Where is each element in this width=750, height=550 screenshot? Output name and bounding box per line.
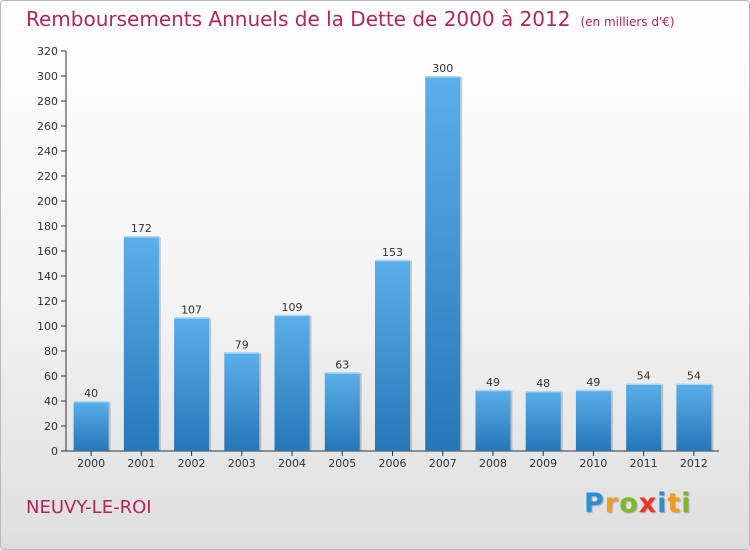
bar-highlight: [475, 389, 511, 392]
x-tick-label: 2004: [278, 457, 306, 470]
data-label: 54: [687, 370, 701, 383]
logo-letter: o: [619, 488, 639, 519]
data-label: 153: [382, 246, 403, 259]
bar: [224, 352, 260, 451]
bar: [324, 372, 360, 451]
proxiti-logo: Proxiti: [584, 488, 692, 519]
axes: 0 20 40 60 80 100 120 140 160 180 200 220 240 260 280 3…: [37, 45, 719, 458]
commune-name: NEUVY-LE-ROI: [26, 497, 152, 518]
bar-highlight: [73, 401, 109, 403]
bar: [73, 401, 109, 451]
bars: [73, 76, 714, 451]
x-tick-label: 2006: [379, 457, 407, 470]
data-label: 49: [586, 376, 600, 389]
data-label: 107: [181, 303, 202, 316]
y-tick-label: 180: [37, 220, 58, 233]
x-tick-label: 2012: [680, 457, 708, 470]
bar: [425, 76, 461, 451]
bar: [626, 383, 662, 451]
chart-title: Remboursements Annuels de la Dette de 20…: [26, 7, 571, 31]
bar-highlight: [626, 383, 662, 385]
bar-highlight: [425, 76, 461, 78]
x-tick-label: 2000: [77, 457, 105, 470]
x-tick-label: 2011: [630, 457, 658, 470]
logo-letter: t: [667, 488, 682, 519]
x-tick-label: 2007: [429, 457, 457, 470]
x-tick-label: 2003: [228, 457, 256, 470]
bar: [525, 391, 561, 451]
x-tick-label: 2005: [328, 457, 356, 470]
data-label: 49: [486, 376, 500, 389]
bar-highlight: [123, 236, 159, 238]
bar: [174, 317, 210, 451]
y-tick-label: 140: [37, 270, 58, 283]
y-tick-label: 320: [37, 45, 58, 58]
x-tick-label: 2001: [127, 457, 155, 470]
logo-letter: P: [584, 488, 605, 519]
x-tick-label: 2008: [479, 457, 507, 470]
y-tick-label: 200: [37, 195, 58, 208]
x-tick-label: 2010: [579, 457, 607, 470]
bar-highlight: [274, 314, 310, 317]
x-tick-label: 2002: [178, 457, 206, 470]
bar-highlight: [174, 317, 210, 319]
logo-letter: i: [681, 488, 692, 519]
data-label: 109: [282, 301, 303, 314]
bar-highlight: [324, 372, 360, 374]
logo-letter: i: [657, 488, 668, 519]
bar: [123, 236, 159, 451]
bar: [375, 259, 410, 451]
y-tick-label: 100: [37, 320, 58, 333]
labels: 2000 40 2001 172 2002 107 2003 79 2004 109 2005 63 2…: [77, 62, 708, 470]
y-tick-label: 20: [44, 420, 58, 433]
y-tick-label: 120: [37, 295, 58, 308]
y-tick-label: 60: [44, 370, 58, 383]
bar-highlight: [575, 389, 611, 392]
y-tick-label: 300: [37, 70, 58, 83]
y-tick-label: 280: [37, 95, 58, 108]
y-tick-label: 260: [37, 120, 58, 133]
y-tick-label: 240: [37, 145, 58, 158]
data-label: 300: [432, 62, 453, 75]
y-tick-label: 0: [51, 445, 58, 458]
data-label: 40: [84, 387, 98, 400]
chart-subtitle: (en milliers d'€): [580, 15, 675, 29]
logo-letter: r: [604, 488, 620, 519]
y-tick-label: 80: [44, 345, 58, 358]
data-label: 54: [637, 370, 651, 383]
bar: [475, 389, 511, 451]
y-tick-label: 220: [37, 170, 58, 183]
bar-highlight: [375, 259, 410, 262]
logo-letter: x: [638, 488, 658, 519]
y-tick-label: 40: [44, 395, 58, 408]
data-label: 48: [536, 377, 550, 390]
x-tick-label: 2009: [529, 457, 557, 470]
data-label: 79: [235, 338, 249, 351]
bar-highlight: [676, 383, 712, 385]
title-line: Remboursements Annuels de la Dette de 20…: [26, 7, 675, 31]
bar: [274, 314, 310, 451]
bar: [676, 383, 712, 451]
y-tick-label: 160: [37, 245, 58, 258]
bar-highlight: [224, 352, 260, 354]
data-label: 172: [131, 222, 152, 235]
data-label: 63: [335, 358, 349, 371]
bar-highlight: [525, 391, 561, 393]
bar: [575, 389, 611, 451]
